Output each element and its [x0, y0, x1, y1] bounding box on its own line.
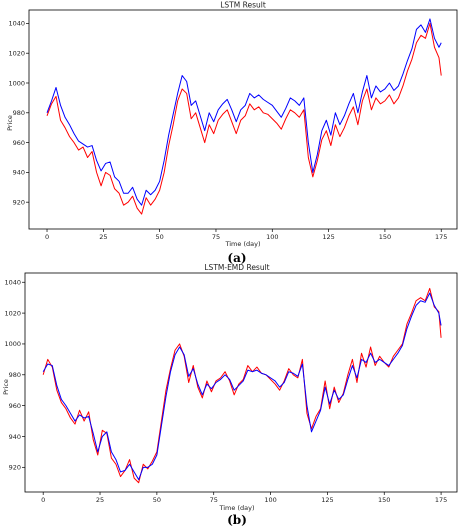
- panel-a-xtick-label: 75: [212, 233, 220, 241]
- panel-a-series-red-line: [46, 22, 442, 215]
- panel-a-xtick-label: 125: [322, 233, 334, 241]
- panel-a-ytick-label: 1020: [8, 50, 25, 58]
- panel-b-axes-frame: [24, 272, 458, 493]
- panel-b-xtick-label: 125: [321, 496, 333, 504]
- panel-a-label: (a): [227, 251, 246, 265]
- panel-b-ytick-label: 1040: [4, 279, 21, 287]
- panel-b-ytick-label: 920: [9, 464, 21, 472]
- panel-b-ytick-label: 940: [9, 433, 21, 441]
- panel-a-xtick-label: 0: [45, 233, 49, 241]
- panel-a-lstm: LSTM Result Time (day) Price (a) 0 25 50 75…: [6, 1, 458, 265]
- panel-b-title: LSTM-EMD Result: [204, 263, 269, 272]
- panel-a-xtick-label: 175: [435, 233, 447, 241]
- panel-a-ytick-label: 940: [13, 169, 25, 177]
- panel-a-title: LSTM Result: [220, 1, 266, 10]
- panel-a-xtick-label: 100: [266, 233, 278, 241]
- panel-a-xtick-label: 50: [156, 233, 164, 241]
- panel-b-ytick-label: 960: [9, 402, 21, 410]
- panel-b-xtick-label: 175: [435, 496, 447, 504]
- panel-b-lstm-emd: LSTM-EMD Result Time (day) Price (b) 0 25…: [2, 263, 458, 526]
- panel-a-xlabel: Time (day): [224, 240, 260, 248]
- panel-b-xtick-label: 100: [264, 496, 276, 504]
- panel-b-series-blue-line: [42, 292, 442, 481]
- panel-a-xtick-label: 150: [379, 233, 391, 241]
- panel-a-ytick-label: 920: [13, 198, 25, 206]
- panel-a-axes-frame: [28, 9, 458, 230]
- panel-b-xtick-label: 75: [210, 496, 218, 504]
- panel-b-ytick-label: 1000: [4, 340, 21, 348]
- panel-b-label: (b): [227, 513, 247, 526]
- panel-b-xlabel: Time (day): [218, 504, 254, 512]
- panel-b-ytick-label: 1020: [4, 309, 21, 317]
- panel-b-ylabel: Price: [2, 379, 10, 395]
- panel-a-ytick-label: 1040: [8, 20, 25, 28]
- panel-b-xtick-label: 150: [378, 496, 390, 504]
- panel-a-series-blue-line: [46, 18, 442, 206]
- panel-b-series-red-line: [42, 287, 442, 484]
- panel-a-ytick-label: 1000: [8, 79, 25, 87]
- panel-a-ylabel: Price: [6, 115, 14, 131]
- panel-a-xtick-label: 25: [99, 233, 107, 241]
- panel-b-xtick-label: 25: [96, 496, 104, 504]
- panel-a-ytick-label: 980: [13, 109, 25, 117]
- panel-b-xtick-label: 0: [41, 496, 45, 504]
- panel-b-ytick-label: 980: [9, 371, 21, 379]
- panel-a-ytick-label: 960: [13, 139, 25, 147]
- panel-b-xtick-label: 50: [153, 496, 161, 504]
